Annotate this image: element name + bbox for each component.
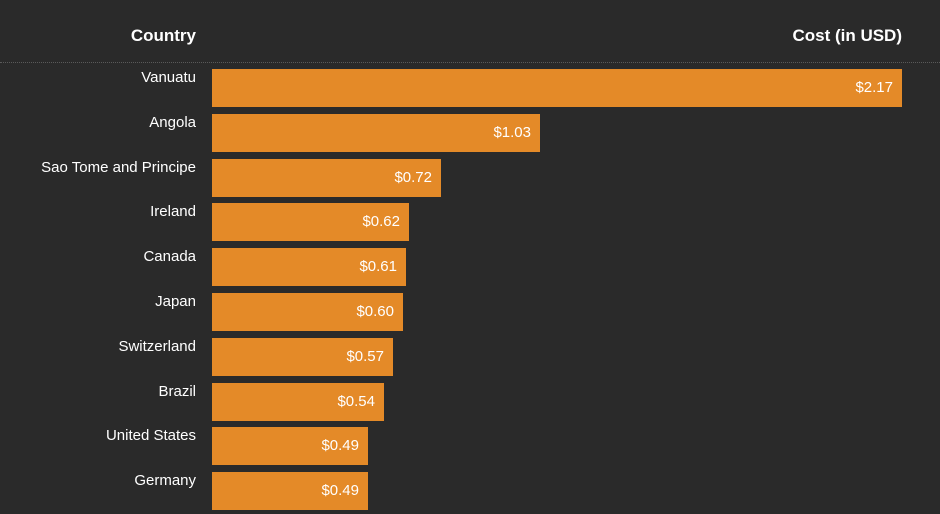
- bar-row: Japan $0.60: [0, 293, 940, 331]
- bar-value-label: $0.54: [337, 393, 375, 410]
- bar-value-label: $1.03: [493, 124, 531, 141]
- bar-row: Brazil $0.54: [0, 383, 940, 421]
- bar: $1.03: [212, 114, 540, 152]
- bar: $0.60: [212, 293, 403, 331]
- bar-row: United States $0.49: [0, 427, 940, 465]
- bar-row: Ireland $0.62: [0, 203, 940, 241]
- bar-row: Canada $0.61: [0, 248, 940, 286]
- bar-row: Switzerland $0.57: [0, 338, 940, 376]
- category-label: Ireland: [150, 203, 196, 220]
- column-header-cost: Cost (in USD): [792, 26, 902, 45]
- bar-value-label: $0.61: [359, 258, 397, 275]
- category-label: Switzerland: [118, 338, 196, 355]
- category-label: Canada: [143, 248, 196, 265]
- category-label: Sao Tome and Principe: [41, 159, 196, 176]
- bar-row: Angola $1.03: [0, 114, 940, 152]
- header-divider: [0, 62, 940, 63]
- bar-value-label: $0.72: [394, 169, 432, 186]
- bar: $0.49: [212, 427, 368, 465]
- bar: $0.57: [212, 338, 393, 376]
- bar-row: Vanuatu $2.17: [0, 69, 940, 107]
- bar: $0.49: [212, 472, 368, 510]
- category-label: United States: [105, 427, 196, 444]
- bar-value-label: $0.62: [362, 213, 400, 230]
- category-label: Germany: [134, 472, 196, 489]
- bar-row: Sao Tome and Principe $0.72: [0, 159, 940, 197]
- category-label: Angola: [149, 114, 196, 131]
- bar-value-label: $0.60: [356, 303, 394, 320]
- bar-value-label: $2.17: [855, 79, 893, 96]
- bar: $0.72: [212, 159, 441, 197]
- category-label: Vanuatu: [141, 69, 196, 86]
- category-label: Brazil: [158, 383, 196, 400]
- bar-value-label: $0.57: [346, 348, 384, 365]
- category-label: Japan: [155, 293, 196, 310]
- bar: $0.61: [212, 248, 406, 286]
- bar-value-label: $0.49: [321, 482, 359, 499]
- bar: $2.17: [212, 69, 902, 107]
- bar: $0.62: [212, 203, 409, 241]
- bar: $0.54: [212, 383, 384, 421]
- bar-row: Germany $0.49: [0, 472, 940, 510]
- bar-value-label: $0.49: [321, 437, 359, 454]
- column-header-country: Country: [130, 26, 196, 45]
